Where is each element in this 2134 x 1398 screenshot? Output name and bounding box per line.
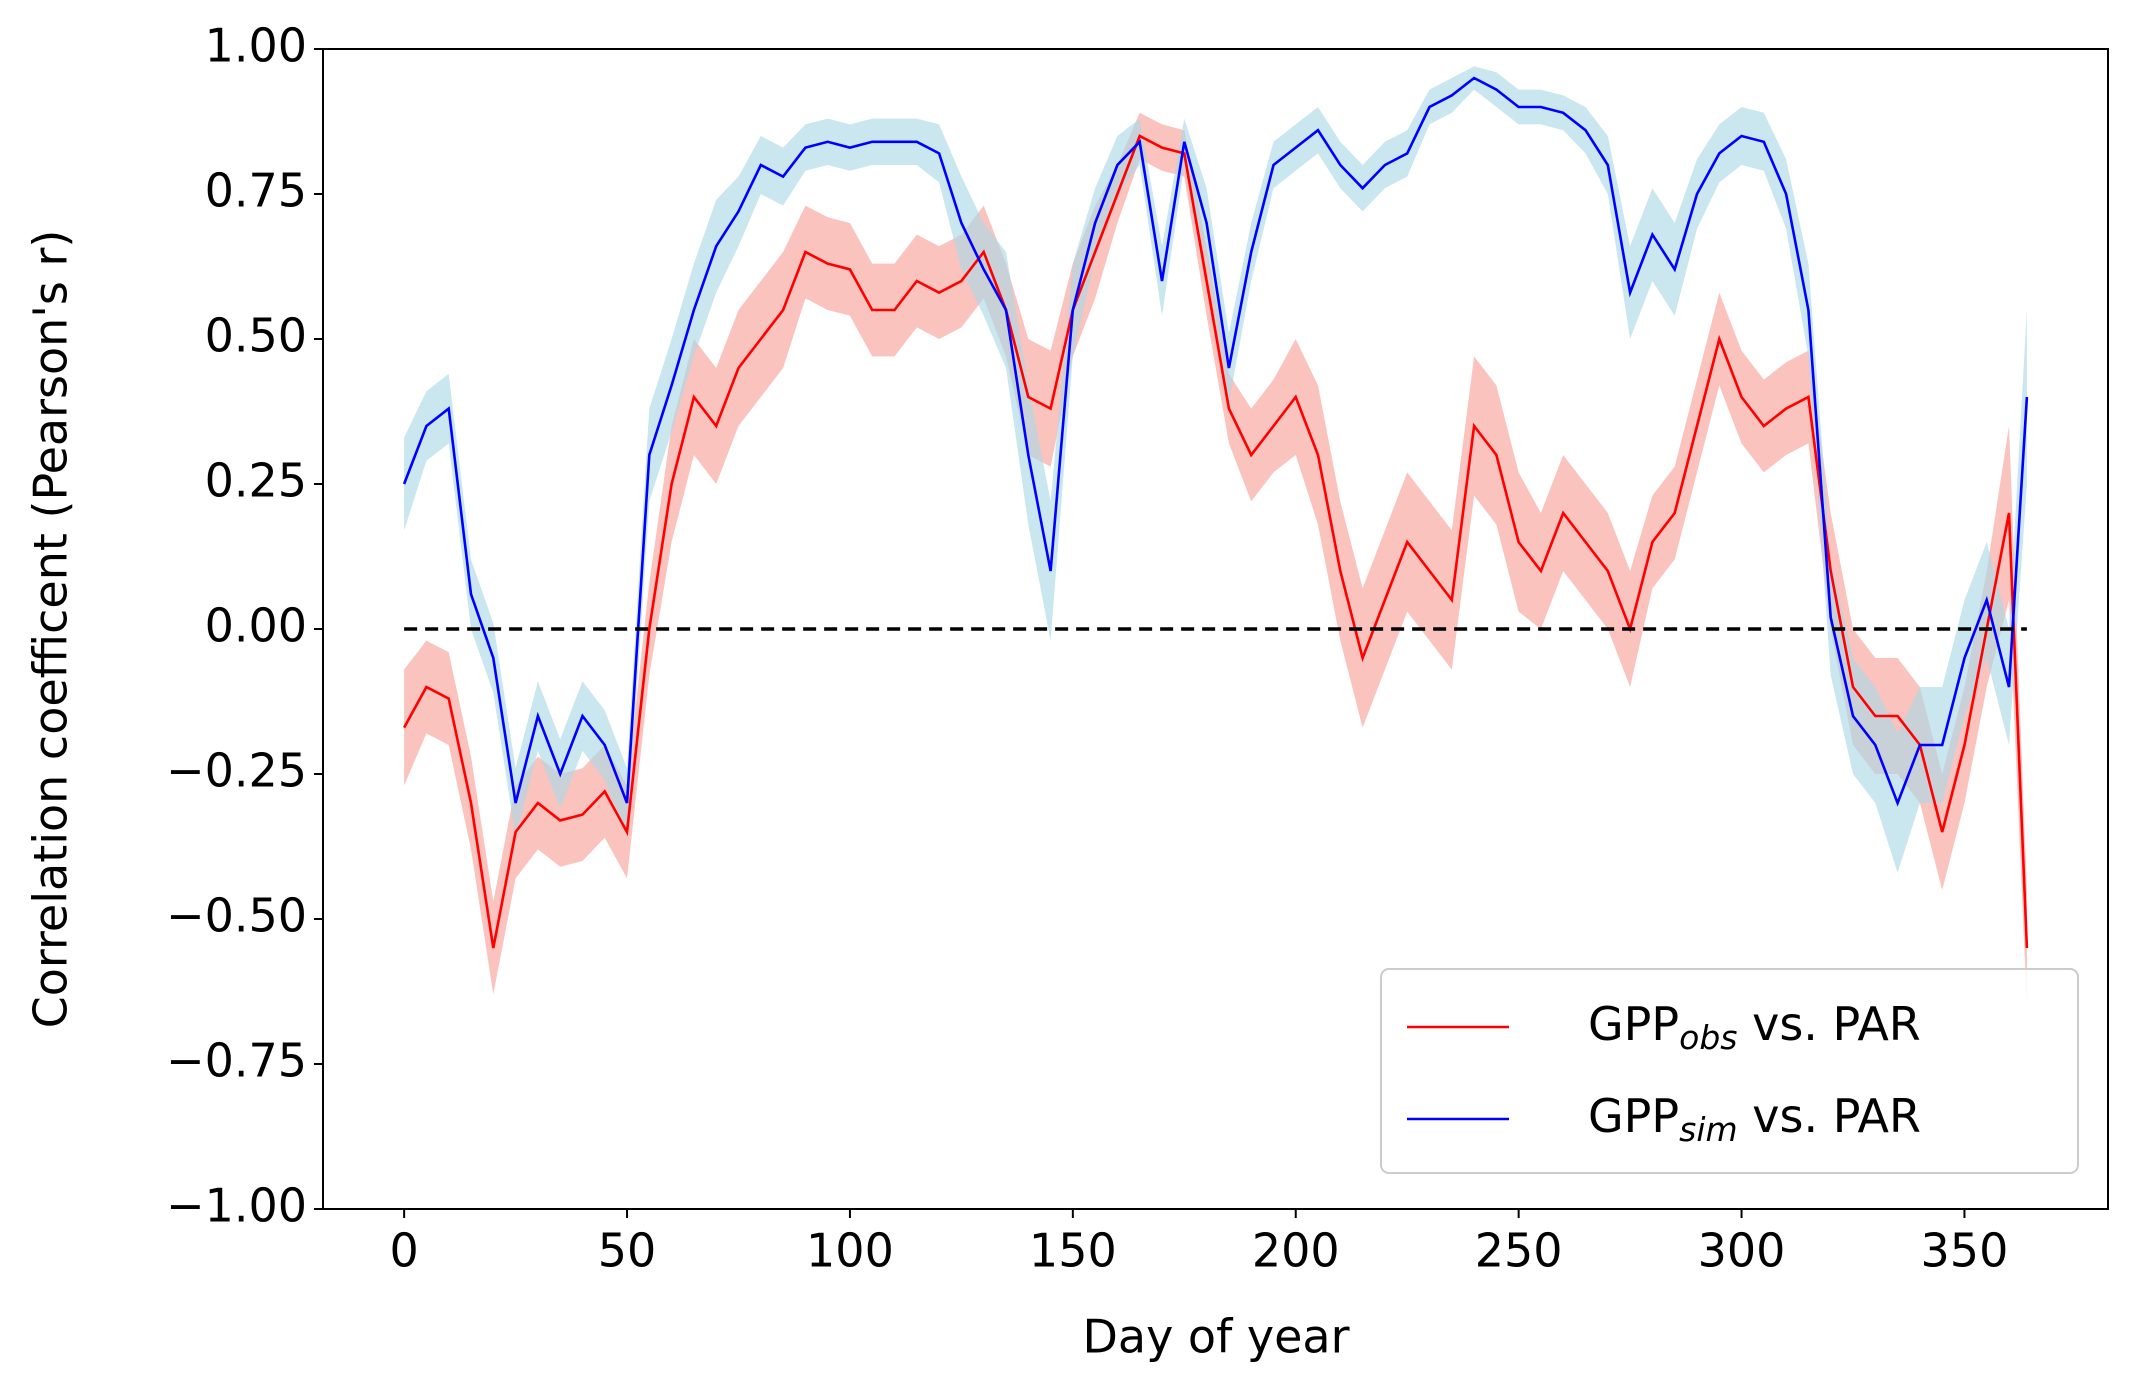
y-tick-label: −0.75 — [166, 1034, 307, 1088]
legend-label-suffix: vs. PAR — [1737, 997, 1920, 1051]
x-tick-label: 200 — [1252, 1224, 1340, 1278]
x-tick-label: 0 — [389, 1224, 418, 1278]
y-tick-label: 0.25 — [205, 454, 307, 508]
x-tick-label: 300 — [1698, 1224, 1786, 1278]
x-tick-label: 250 — [1475, 1224, 1563, 1278]
legend-label: GPPobs vs. PAR — [1588, 997, 1921, 1057]
x-tick-label: 100 — [806, 1224, 894, 1278]
confidence-band — [404, 66, 2027, 873]
x-axis-label: Day of year — [1082, 1310, 1349, 1364]
legend-label-sub: sim — [1679, 1110, 1738, 1149]
series-line — [402, 134, 2029, 949]
y-tick-label: −0.25 — [166, 744, 307, 798]
x-tick-label: 50 — [598, 1224, 657, 1278]
legend-label: GPPsim vs. PAR — [1588, 1089, 1921, 1149]
legend-label-base: GPP — [1588, 1089, 1679, 1143]
legend-box — [1380, 968, 2079, 1174]
y-tick-label: 0.00 — [205, 599, 307, 653]
x-tick-label: 350 — [1921, 1224, 2009, 1278]
y-axis-label: Correlation coefficent (Pearson's r) — [24, 230, 78, 1029]
y-tick-label: 1.00 — [205, 19, 307, 73]
y-tick-label: −0.50 — [166, 889, 307, 943]
x-tick-label: 150 — [1029, 1224, 1117, 1278]
legend-label-base: GPP — [1588, 997, 1679, 1051]
legend-label-suffix: vs. PAR — [1738, 1089, 1921, 1143]
y-tick-label: −1.00 — [166, 1179, 307, 1233]
y-tick-label: 0.75 — [205, 164, 307, 218]
legend-label-sub: obs — [1679, 1018, 1737, 1057]
y-tick-label: 0.50 — [205, 309, 307, 363]
series-line — [402, 76, 2029, 807]
